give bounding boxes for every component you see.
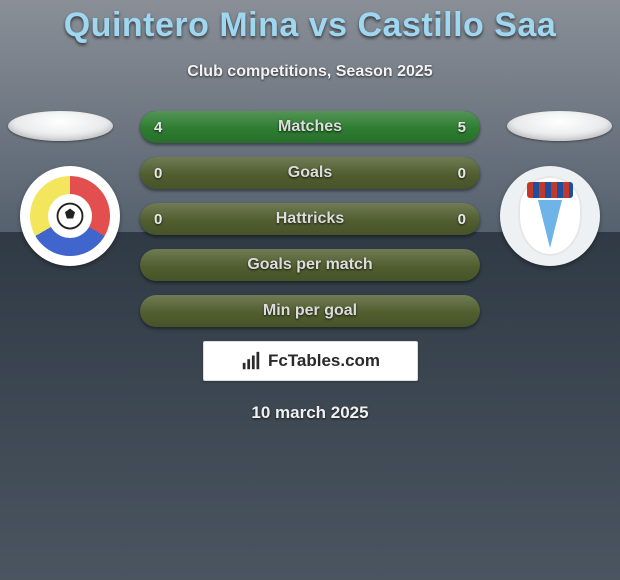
subtitle: Club competitions, Season 2025 (0, 63, 620, 81)
stat-bar-fill-left (140, 111, 290, 143)
player-right-ellipse (507, 111, 612, 141)
comparison-stage: Matches45 Goals00 Hattricks00 Goals per mat… (0, 111, 620, 327)
stat-bar: Matches45 (140, 111, 480, 143)
attribution-card: FcTables.com (203, 341, 418, 381)
date-text: 10 march 2025 (0, 403, 620, 423)
stat-bars: Matches45 Goals00 Hattricks00 Goals per mat… (140, 111, 480, 327)
stat-bar-fill-left (140, 203, 310, 235)
attribution-text: FcTables.com (268, 351, 380, 371)
stat-bar: Min per goal (140, 295, 480, 327)
stat-bar-fill-right (310, 157, 480, 189)
club-badge-left (20, 166, 120, 266)
stat-bar-fill-right (310, 249, 480, 281)
stat-bar-fill-right (310, 203, 480, 235)
stat-bar: Hattricks00 (140, 203, 480, 235)
stat-bar-fill-left (140, 157, 310, 189)
stat-bar-fill-left (140, 295, 310, 327)
infographic-root: Quintero Mina vs Castillo Saa Club compe… (0, 0, 620, 580)
player-left-ellipse (8, 111, 113, 141)
page-title: Quintero Mina vs Castillo Saa (0, 6, 620, 45)
soccer-ball-icon (55, 201, 85, 231)
bar-chart-icon (240, 350, 262, 372)
stat-bar: Goals per match (140, 249, 480, 281)
club-badge-right (500, 166, 600, 266)
stat-bar-fill-left (140, 249, 310, 281)
stat-bar-fill-right (290, 111, 480, 143)
stat-bar: Goals00 (140, 157, 480, 189)
stat-bar-fill-right (310, 295, 480, 327)
